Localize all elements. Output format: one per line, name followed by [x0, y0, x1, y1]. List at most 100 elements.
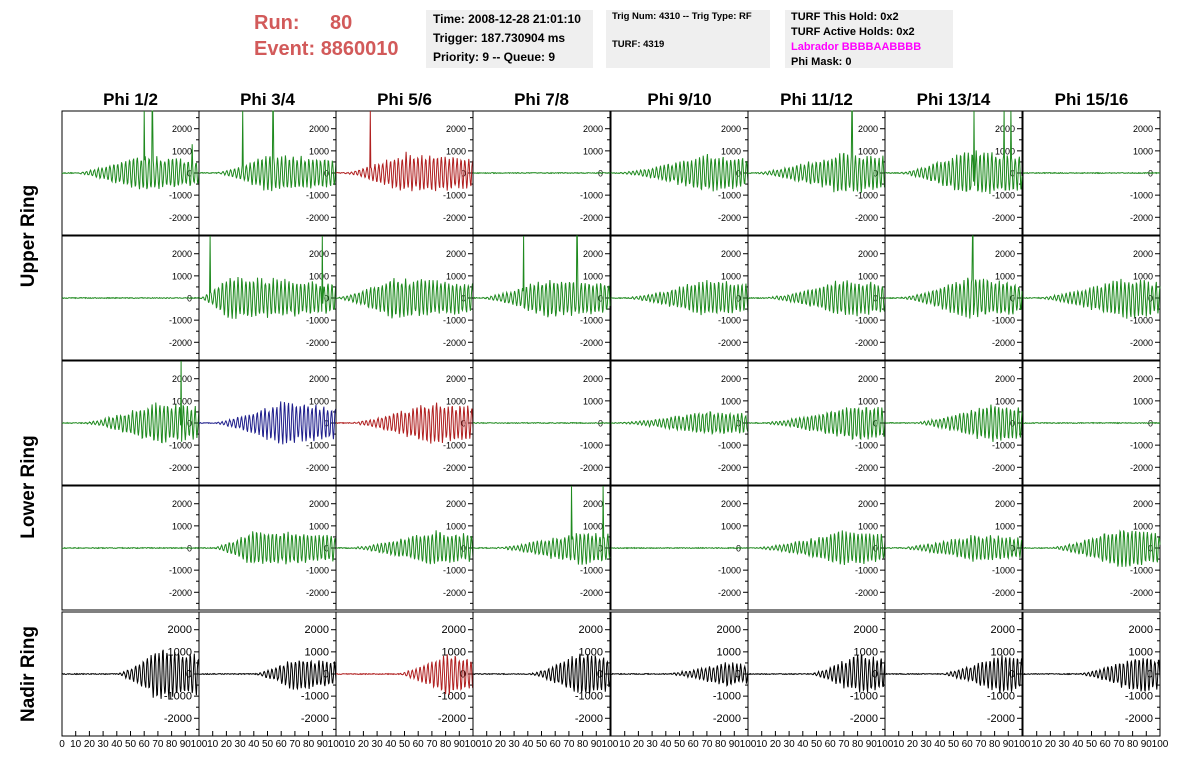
y-tick-label: -2000 [169, 338, 192, 348]
y-tick-label: -1000 [855, 316, 878, 326]
y-tick-label: 1000 [172, 146, 192, 156]
y-tick-label: -2000 [855, 338, 878, 348]
y-tick-label: 2000 [172, 124, 192, 134]
y-tick-label: -2000 [443, 588, 466, 598]
y-tick-label: 1000 [446, 146, 466, 156]
waveform-trace [884, 110, 1023, 195]
y-tick-label: -2000 [992, 338, 1015, 348]
y-tick-label: 1000 [305, 646, 329, 658]
y-tick-label: 2000 [305, 624, 329, 636]
x-tick-label: 70 [838, 739, 850, 750]
x-tick-label: 80 [440, 739, 452, 750]
run-event-box: Run: 80 Event: 8860010 [254, 10, 399, 62]
y-tick-label: -2000 [443, 463, 466, 473]
x-tick-label: 40 [934, 739, 946, 750]
y-tick-label: 2000 [172, 499, 192, 509]
y-tick-label: -1000 [443, 441, 466, 451]
x-tick-label: 30 [1059, 739, 1071, 750]
y-tick-label: 2000 [1129, 624, 1153, 636]
y-tick-label: -2000 [443, 213, 466, 223]
x-tick-label: 20 [84, 739, 96, 750]
x-tick-label: 80 [303, 739, 315, 750]
y-tick-label: 0 [598, 294, 603, 304]
waveform-trace [1022, 421, 1161, 425]
y-tick-label: 1000 [858, 271, 878, 281]
waveform-trace [610, 546, 749, 550]
waveform-trace [884, 404, 1023, 442]
x-tick-label: 10 [344, 739, 356, 750]
y-tick-label: 0 [1148, 419, 1153, 429]
y-tick-label: 2000 [1133, 374, 1153, 384]
x-tick-label: 40 [660, 739, 672, 750]
x-tick-label: 90 [729, 739, 741, 750]
x-tick-label: 40 [797, 739, 809, 750]
y-tick-label: 1000 [995, 271, 1015, 281]
x-tick-label: 50 [125, 739, 137, 750]
y-tick-label: 1000 [721, 271, 741, 281]
column-title: Phi 13/14 [917, 90, 991, 109]
x-tick-label: 0 [59, 739, 65, 750]
y-tick-label: -2000 [301, 713, 329, 725]
y-tick-label: -1000 [306, 191, 329, 201]
y-tick-label: 0 [1009, 669, 1015, 681]
y-tick-label: 2000 [446, 499, 466, 509]
y-tick-label: 0 [736, 294, 741, 304]
y-tick-label: -2000 [580, 588, 603, 598]
x-tick-label: 20 [358, 739, 370, 750]
y-tick-label: 0 [597, 669, 603, 681]
x-tick-label: 70 [152, 739, 164, 750]
x-tick-label: 30 [235, 739, 247, 750]
waveform-trace [335, 530, 474, 565]
x-tick-label: 50 [399, 739, 411, 750]
y-tick-label: 2000 [168, 624, 192, 636]
y-tick-label: 1000 [858, 146, 878, 156]
event-value: 8860010 [320, 38, 399, 60]
x-tick-label: 70 [563, 739, 575, 750]
trigger-info-box: Trig Num: 4310 -- Trig Type: RF TURF: 43… [606, 10, 770, 68]
y-tick-label: 1000 [309, 271, 329, 281]
y-tick-label: 1000 [721, 396, 741, 406]
column-title: Phi 15/16 [1055, 90, 1129, 109]
x-tick-label: 90 [454, 739, 466, 750]
column-title: Phi 1/2 [103, 90, 158, 109]
y-tick-label: 0 [461, 419, 466, 429]
y-tick-label: 0 [461, 544, 466, 554]
x-tick-label: 80 [166, 739, 178, 750]
y-tick-label: 1000 [995, 146, 1015, 156]
phi-mask-text: Phi Mask: 0 [791, 56, 852, 68]
y-tick-label: -1000 [306, 566, 329, 576]
waveform-trace [610, 280, 749, 316]
waveform-trace [472, 653, 611, 694]
y-tick-label: 2000 [721, 124, 741, 134]
y-tick-label: -2000 [580, 213, 603, 223]
y-tick-label: -1000 [855, 191, 878, 201]
y-tick-label: 1000 [583, 521, 603, 531]
waveform-trace [610, 662, 749, 687]
x-tick-label: 50 [262, 739, 274, 750]
y-tick-label: 1000 [1133, 521, 1153, 531]
waveform-trace [747, 110, 886, 193]
y-tick-label: -1000 [855, 566, 878, 576]
y-tick-label: -1000 [580, 566, 603, 576]
y-tick-label: -2000 [1130, 338, 1153, 348]
y-tick-label: 1000 [583, 396, 603, 406]
y-tick-label: -1000 [580, 191, 603, 201]
x-tick-label: 90 [317, 739, 329, 750]
x-tick-label: 30 [98, 739, 110, 750]
y-tick-label: 2000 [995, 374, 1015, 384]
y-tick-label: 2000 [579, 624, 603, 636]
y-tick-label: -2000 [992, 588, 1015, 598]
priority-text: Priority: 9 -- Queue: 9 [433, 50, 556, 64]
y-tick-label: 1000 [172, 521, 192, 531]
x-tick-label: 30 [784, 739, 796, 750]
waveform-trace [335, 278, 474, 319]
x-tick-label: 30 [509, 739, 521, 750]
y-tick-label: -1000 [443, 191, 466, 201]
y-tick-label: -2000 [306, 588, 329, 598]
waveform-trace [199, 235, 337, 319]
y-tick-label: -1000 [443, 566, 466, 576]
y-tick-label: -1000 [169, 441, 192, 451]
y-tick-label: 1000 [442, 646, 466, 658]
y-tick-label: -1000 [1130, 191, 1153, 201]
